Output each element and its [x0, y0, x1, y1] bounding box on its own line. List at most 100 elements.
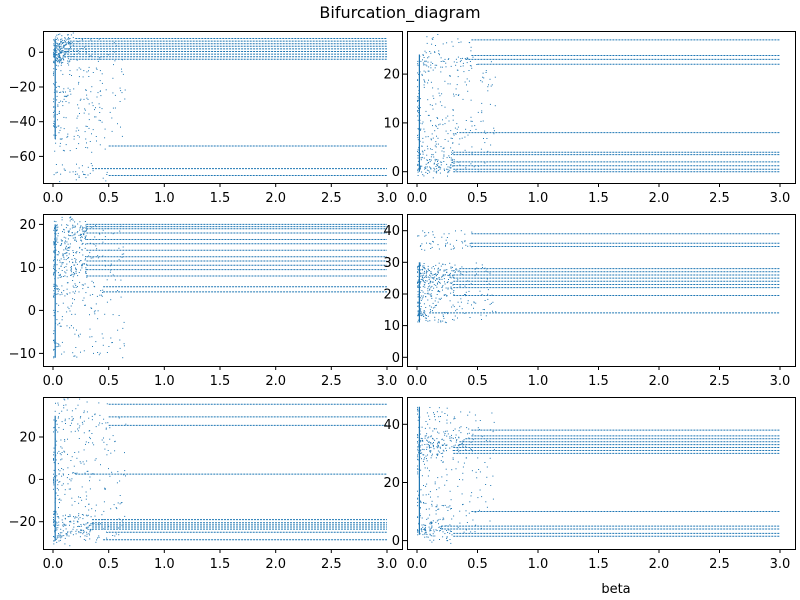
transient-point [78, 334, 79, 336]
transient-point [58, 507, 59, 509]
transient-point [432, 137, 434, 139]
transient-point [78, 291, 80, 293]
transient-point [78, 513, 80, 515]
transient-point [467, 302, 469, 304]
transient-point [83, 98, 85, 100]
transient-point [124, 452, 125, 454]
transient-point [78, 143, 80, 145]
x-tick-label: 2.5 [709, 557, 730, 572]
transient-point [60, 52, 62, 54]
transient-point [53, 73, 54, 75]
transient-point [91, 508, 93, 510]
transient-point [53, 419, 55, 421]
transient-point [76, 516, 78, 518]
transient-point [58, 46, 60, 48]
transient-point [424, 81, 426, 83]
transient-point [84, 304, 86, 306]
transient-point [59, 325, 61, 327]
transient-point [492, 431, 494, 433]
transient-point [426, 65, 428, 67]
transient-point [443, 444, 444, 446]
transient-point [77, 526, 79, 527]
y-tick-label: −10 [9, 347, 36, 362]
transient-point [429, 289, 430, 291]
transient-point [421, 243, 423, 245]
transient-point [86, 126, 88, 127]
transient-point [449, 156, 451, 158]
transient-point [481, 294, 483, 295]
transient-point [463, 531, 465, 533]
transient-point [85, 270, 87, 272]
transient-point [74, 221, 76, 223]
transient-point [430, 243, 432, 245]
transient-point [59, 138, 61, 140]
transient-point [443, 275, 445, 277]
transient-point [68, 231, 70, 233]
transient-point [422, 272, 424, 274]
transient-point [69, 261, 70, 263]
transient-point [103, 437, 104, 439]
transient-point [85, 441, 87, 443]
transient-point [54, 238, 55, 240]
transient-point [64, 537, 66, 539]
transient-point [429, 320, 431, 322]
transient-point [428, 441, 430, 443]
transient-point [426, 458, 427, 460]
transient-point [424, 80, 425, 82]
transient-point [417, 171, 419, 173]
transient-point [53, 125, 55, 127]
transient-point [72, 302, 73, 304]
transient-point [458, 94, 460, 96]
transient-point [457, 317, 458, 319]
transient-point [452, 276, 454, 278]
transient-point [419, 165, 421, 167]
transient-point [81, 236, 83, 238]
transient-point [59, 61, 60, 63]
transient-point [457, 444, 459, 446]
transient-point [417, 282, 418, 284]
transient-point [65, 101, 67, 102]
transient-point [53, 315, 55, 317]
transient-point [455, 271, 456, 273]
x-tick-label: 3.0 [377, 191, 398, 206]
transient-point [440, 416, 441, 417]
transient-point [108, 525, 110, 527]
transient-point [80, 351, 81, 353]
transient-point [56, 420, 57, 422]
transient-point [428, 79, 429, 81]
transient-point [423, 502, 424, 503]
transient-point [88, 525, 90, 527]
transient-point [429, 450, 431, 452]
transient-point [69, 235, 71, 237]
transient-point [433, 163, 435, 165]
transient-point [53, 101, 54, 103]
transient-point [63, 450, 65, 452]
transient-point [433, 162, 435, 164]
transient-point [64, 42, 66, 44]
transient-point [438, 167, 440, 168]
transient-point [450, 267, 452, 269]
transient-point [430, 281, 432, 283]
transient-point [117, 471, 119, 473]
transient-point [53, 484, 55, 486]
transient-point [421, 278, 423, 280]
transient-point [433, 97, 435, 99]
transient-point [83, 539, 85, 540]
transient-point [92, 170, 94, 172]
transient-point [457, 301, 459, 303]
transient-point [470, 46, 472, 48]
transient-point [83, 449, 85, 451]
y-tick-label: 10 [383, 116, 400, 131]
transient-point [85, 443, 86, 445]
transient-point [453, 416, 455, 418]
transient-point [69, 531, 71, 533]
transient-point [73, 526, 75, 528]
transient-point [61, 262, 63, 264]
transient-point [73, 520, 75, 522]
transient-point [56, 230, 57, 232]
transient-point [81, 264, 82, 266]
transient-point [75, 533, 77, 535]
transient-point [421, 426, 423, 428]
transient-point [57, 48, 59, 50]
transient-point [62, 253, 64, 255]
